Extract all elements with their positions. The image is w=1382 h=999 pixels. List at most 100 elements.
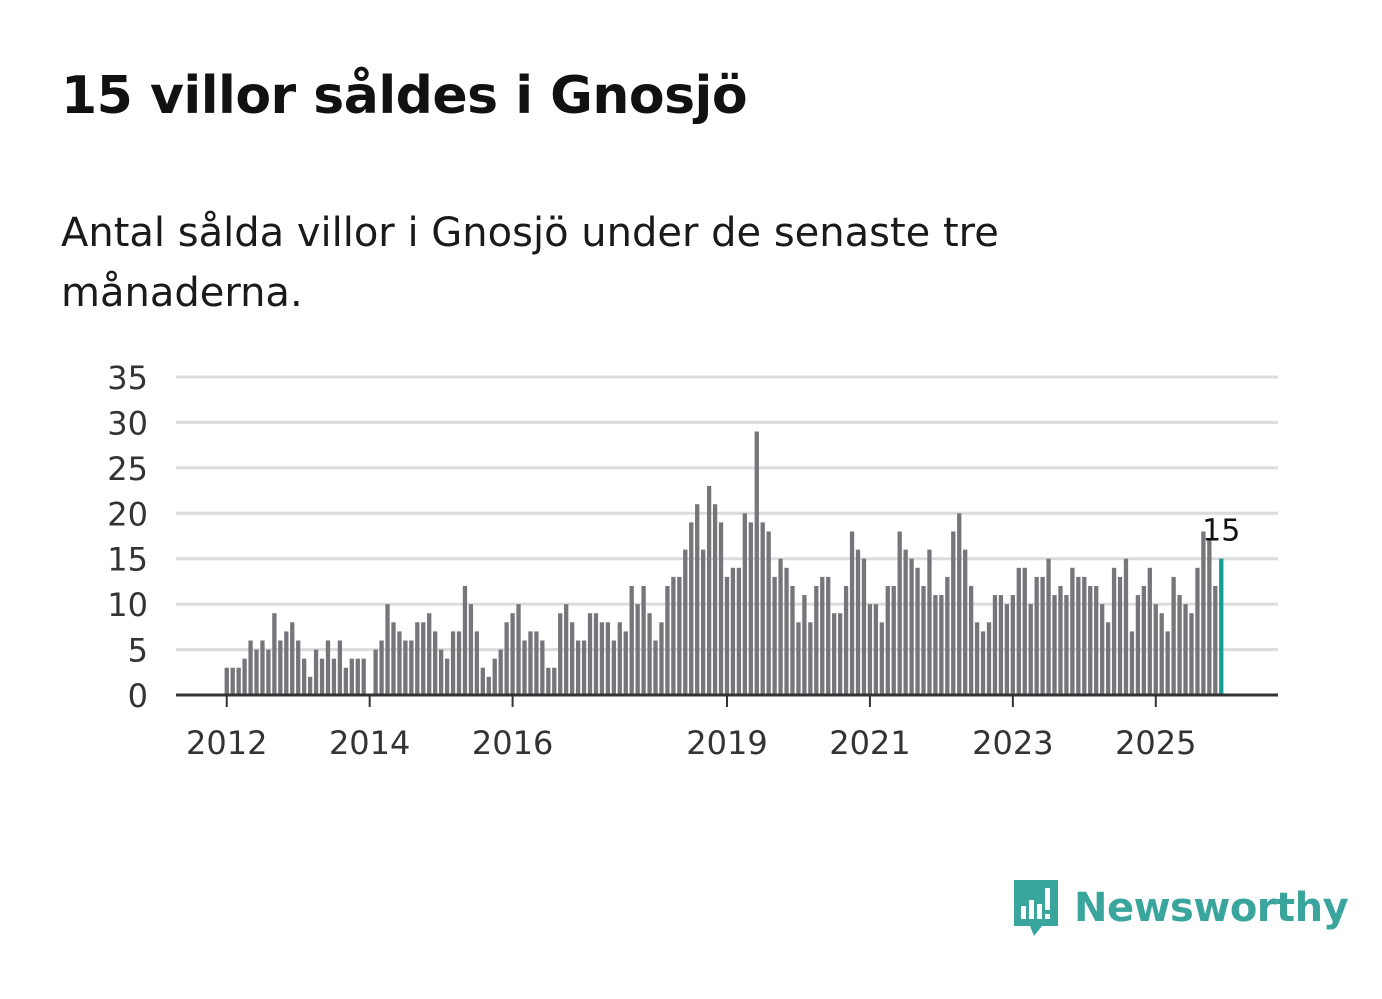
bar [546,667,551,695]
bar [724,576,730,695]
bar [945,576,950,695]
bar [712,504,718,695]
bar [867,604,873,695]
bar [450,631,456,695]
bar [1010,595,1015,695]
bar [695,504,700,695]
chart-title: 15 villor såldes i Gnosjö [61,66,748,126]
bar [355,658,360,695]
bar [486,676,491,695]
bar [296,640,301,695]
bar [540,640,545,695]
bar [427,613,432,695]
bar [903,549,908,695]
newsworthy-logo-icon [1014,880,1058,936]
bar [1052,595,1057,695]
bar [635,604,640,695]
bar [837,613,843,695]
bar [677,576,682,695]
bar [796,622,801,695]
bar [1195,567,1200,695]
y-tick-label-10: 10 [107,586,148,624]
bar [897,531,902,695]
bar [820,576,825,695]
bar [939,595,944,695]
bar [1147,567,1152,695]
bar [873,604,879,695]
annotations: 15 [1202,514,1240,549]
bar [260,640,265,695]
bar [1153,604,1158,695]
bar [403,640,408,695]
bar [1105,622,1111,695]
bar [891,585,896,695]
bar [879,622,884,695]
bar [1159,613,1164,695]
bar [832,613,837,695]
bar [1117,576,1123,695]
bar [272,613,277,695]
bar [599,622,605,695]
bar [474,631,480,695]
bar [909,558,914,695]
x-axis-ticks: 2012 2014 2016 2019 2021 2023 2025 [186,695,1197,762]
bar [992,595,998,695]
bar [1094,585,1099,695]
bar [1100,604,1105,695]
bar [313,649,319,695]
bar [986,622,992,695]
bar [671,576,676,695]
bar [379,640,384,695]
bar [736,567,742,695]
bar [570,622,575,695]
bar [605,622,611,695]
bar [915,567,920,695]
bar [349,658,354,695]
bar [1123,558,1129,695]
bar [969,585,974,695]
bar [468,604,474,695]
x-tick-label-2014: 2014 [329,724,410,762]
bar [492,658,497,695]
x-tick-label-2023: 2023 [972,724,1053,762]
bar [522,640,527,695]
bar [653,640,658,695]
annotation-label: 15 [1202,514,1240,549]
bar [766,531,771,695]
bar [1082,576,1087,695]
bar [641,585,646,695]
y-tick-label-35: 35 [107,359,148,397]
bar [1088,585,1093,695]
bar [808,622,813,695]
bar [742,513,747,695]
x-tick-label-2019: 2019 [686,724,767,762]
bar [510,613,515,695]
bar [337,640,343,695]
bar [558,613,563,695]
bar [927,549,932,695]
bar [391,622,396,695]
bar [230,667,235,695]
bar [998,595,1004,695]
bar [1076,576,1081,695]
bar [963,549,968,695]
bar [290,622,295,695]
bar [552,667,557,695]
bar [933,595,938,695]
bar [921,585,926,695]
bar [433,631,438,695]
bar [397,631,402,695]
bar [319,658,325,695]
bar [1111,567,1117,695]
y-tick-label-5: 5 [128,632,148,670]
bar-highlight [1219,558,1224,695]
bar [659,622,664,695]
bar [1040,576,1045,695]
bar [665,585,670,695]
bar [1201,531,1206,695]
bar [1135,595,1141,695]
bar [701,549,706,695]
bar [861,558,867,695]
bar [647,613,652,695]
